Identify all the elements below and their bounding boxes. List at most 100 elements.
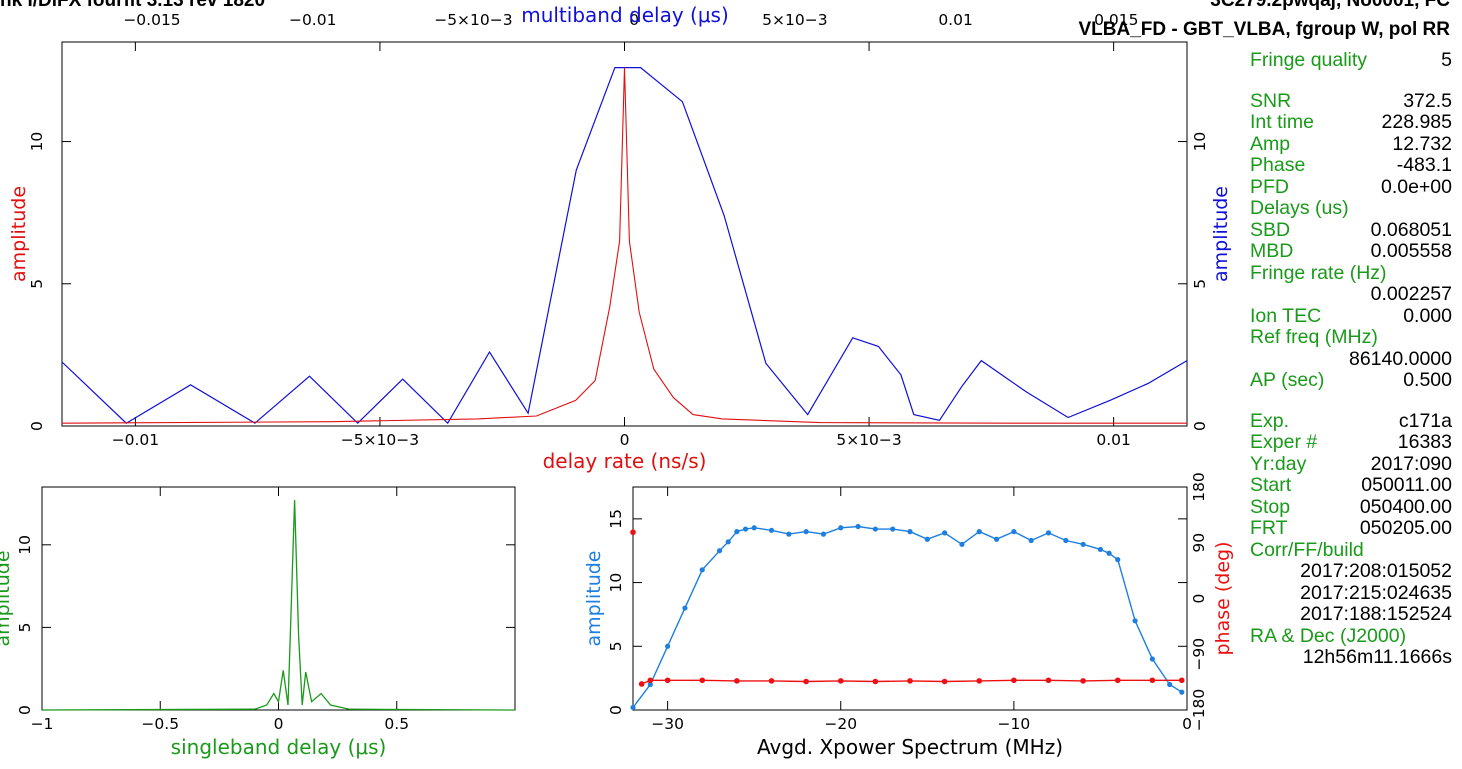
- phase-tick-label: 0: [1190, 594, 1208, 604]
- xpower-phase-axis-title: phase (deg): [1212, 541, 1234, 655]
- right-y-tick-label: 5: [1191, 279, 1209, 289]
- pfd-label: PFD: [1250, 175, 1289, 198]
- amplitude-point: [1115, 557, 1121, 563]
- corr-date-row: 2017:208:015052: [1250, 560, 1462, 583]
- amplitude-point: [993, 536, 1000, 542]
- y-tick-label: 5: [16, 622, 34, 632]
- phase-point: [630, 529, 636, 536]
- exper-number-value: 16383: [1397, 431, 1452, 453]
- x-tick-label: −30: [651, 715, 684, 733]
- phase-point: [1179, 677, 1185, 684]
- radec-header-row: RA & Dec (J2000): [1250, 624, 1462, 648]
- fringe-quality-row: Fringe quality 5: [1250, 49, 1462, 72]
- amplitude-point: [1011, 529, 1017, 535]
- x-tick-label: −20: [824, 715, 857, 733]
- y-tick-label: 15: [607, 509, 625, 529]
- amplitude-point: [699, 567, 705, 573]
- phase-point: [872, 678, 879, 685]
- phase-point: [941, 678, 948, 685]
- phase-point: [1011, 677, 1017, 684]
- exp-label: Exp.: [1250, 409, 1290, 432]
- radec-value-row: 12h56m11.1666s: [1250, 646, 1462, 669]
- amplitude-point: [855, 523, 861, 530]
- phase-point: [638, 681, 645, 687]
- amplitude-point: [742, 526, 749, 532]
- yr-day-row: Yr:day 2017:090: [1250, 452, 1462, 476]
- corr-label: Corr/FF/build: [1250, 538, 1364, 561]
- xpower-amplitude-axis-title: amplitude: [583, 550, 605, 646]
- frt-value: 050205.00: [1359, 517, 1452, 539]
- int-time-row: Int time 228.985: [1250, 111, 1462, 134]
- snr-value: 372.5: [1403, 89, 1452, 112]
- right-y-axis-title: amplitude: [1210, 186, 1232, 282]
- corr-header-row: Corr/FF/build: [1250, 538, 1462, 562]
- amplitude-point: [734, 529, 740, 535]
- y-tick-label: 10: [28, 132, 46, 152]
- ref-freq-label: Ref freq (MHz): [1250, 326, 1378, 348]
- x-tick-label: 5×10−3: [836, 431, 901, 449]
- phase-value: -483.1: [1396, 154, 1452, 176]
- x-tick-label: 0: [274, 715, 284, 733]
- singleband-delay-line: [41, 500, 516, 711]
- ion-tec-value: 0.000: [1403, 304, 1452, 327]
- top-x-tick-label: 5×10−3: [762, 11, 827, 29]
- exp-value: c171a: [1398, 409, 1452, 432]
- amplitude-point: [803, 529, 809, 535]
- corr-date: 2017:208:015052: [1300, 560, 1452, 582]
- build-date-row: 2017:188:152524: [1250, 603, 1462, 626]
- y-tick-label: 10: [607, 573, 625, 593]
- xpower-plot-frame: [632, 486, 1188, 711]
- singleband-x-axis-title: singleband delay (μs): [171, 735, 387, 759]
- exp-row: Exp. c171a: [1250, 409, 1462, 433]
- ref-freq-value: 86140.0000: [1348, 347, 1452, 370]
- delays-header-row: Delays (us): [1250, 197, 1462, 220]
- delays-label: Delays (us): [1250, 197, 1349, 219]
- amp-value: 12.732: [1392, 132, 1452, 155]
- fringe-quality-label: Fringe quality: [1250, 49, 1368, 71]
- int-time-label: Int time: [1250, 111, 1314, 133]
- amplitude-point: [1167, 681, 1173, 688]
- int-time-value: 228.985: [1381, 111, 1453, 133]
- amplitude-point: [907, 529, 913, 535]
- pfd-row: PFD 0.0e+00: [1250, 175, 1462, 199]
- amplitude-point: [725, 539, 731, 545]
- build-date: 2017:188:152524: [1300, 603, 1452, 625]
- y-tick-label: 5: [28, 279, 46, 289]
- ref-freq-value-row: 86140.0000: [1250, 347, 1462, 371]
- phase-point: [664, 677, 671, 684]
- start-value: 050011.00: [1361, 474, 1452, 496]
- phase-point: [837, 678, 844, 684]
- yr-day-label: Yr:day: [1250, 452, 1307, 475]
- radec-label: RA & Dec (J2000): [1250, 624, 1407, 647]
- phase-trace: [641, 679, 1182, 685]
- singleband-plot-frame: [41, 486, 516, 711]
- phase-point: [768, 678, 775, 684]
- left-y-axis-title: amplitude: [8, 186, 30, 282]
- amplitude-point: [716, 548, 723, 554]
- sbd-row: SBD 0.068051: [1250, 219, 1462, 242]
- start-row: Start 050011.00: [1250, 474, 1462, 497]
- amplitude-point: [665, 643, 671, 649]
- ap-value: 0.500: [1403, 369, 1452, 391]
- amplitude-point: [1106, 550, 1112, 556]
- top-x-tick-label: −0.015: [123, 11, 180, 29]
- scan-title: 3C279.2pwqaj, No0001, FC: [1210, 0, 1450, 11]
- amplitude-point: [786, 531, 792, 537]
- x-tick-label: −0.01: [112, 431, 160, 449]
- stop-label: Stop: [1250, 495, 1291, 518]
- x-tick-label: −10: [998, 715, 1031, 733]
- amplitude-point: [1149, 656, 1155, 662]
- amplitude-point: [959, 541, 965, 547]
- amplitude-point: [1179, 689, 1185, 695]
- phase-row: Phase -483.1: [1250, 154, 1462, 177]
- ap-row: AP (sec) 0.500: [1250, 369, 1462, 392]
- amplitude-point: [1028, 537, 1034, 544]
- phase-point: [907, 678, 913, 684]
- phase-tick-label: 90: [1190, 533, 1208, 553]
- snr-label: SNR: [1250, 89, 1292, 112]
- exper-number-label: Exper #: [1250, 431, 1318, 453]
- x-tick-label: −5×10−3: [341, 431, 419, 449]
- amp-label: Amp: [1250, 132, 1291, 155]
- amplitude-point: [768, 527, 775, 533]
